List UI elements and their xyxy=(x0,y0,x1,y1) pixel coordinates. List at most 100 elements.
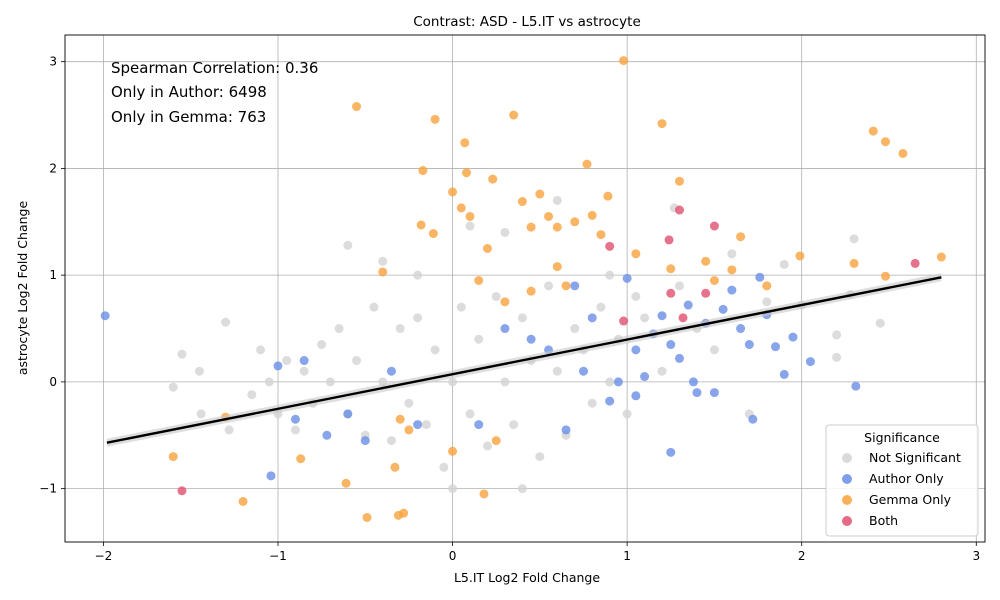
point-author-only xyxy=(526,334,536,344)
point-gemma-only xyxy=(479,489,489,499)
x-tick-label: −2 xyxy=(95,549,113,563)
x-tick-label: 1 xyxy=(623,549,631,563)
y-axis-label: astrocyte Log2 Fold Change xyxy=(15,201,30,376)
point-not-significant xyxy=(596,302,606,312)
point-author-only xyxy=(322,430,332,440)
point-gemma-only xyxy=(701,256,711,266)
point-not-significant xyxy=(587,398,597,408)
point-author-only xyxy=(744,340,754,350)
point-author-only xyxy=(613,377,623,387)
point-gemma-only xyxy=(631,249,641,259)
point-gemma-only xyxy=(416,220,426,230)
point-author-only xyxy=(748,414,758,424)
point-gemma-only xyxy=(552,262,562,272)
point-author-only xyxy=(718,304,728,314)
point-gemma-only xyxy=(709,275,719,285)
point-gemma-only xyxy=(868,126,878,136)
point-gemma-only xyxy=(448,446,458,456)
point-author-only xyxy=(474,420,484,430)
point-not-significant xyxy=(196,409,206,419)
point-not-significant xyxy=(552,366,562,376)
point-gemma-only xyxy=(535,189,545,199)
point-not-significant xyxy=(465,409,475,419)
point-author-only xyxy=(622,273,632,283)
legend-title: Significance xyxy=(864,430,940,445)
point-not-significant xyxy=(325,377,335,387)
point-not-significant xyxy=(290,425,300,435)
point-not-significant xyxy=(570,324,580,334)
point-gemma-only xyxy=(238,496,248,506)
point-gemma-only xyxy=(561,281,571,291)
point-not-significant xyxy=(640,313,650,323)
point-gemma-only xyxy=(491,436,501,446)
point-gemma-only xyxy=(880,137,890,147)
annotation-only-gemma: Only in Gemma: 763 xyxy=(111,108,266,126)
point-both xyxy=(678,313,688,323)
point-author-only xyxy=(788,332,798,342)
point-author-only xyxy=(709,388,719,398)
legend-marker-not-significant xyxy=(842,453,852,463)
x-axis-label: L5.IT Log2 Fold Change xyxy=(454,570,600,585)
point-gemma-only xyxy=(456,203,466,213)
point-gemma-only xyxy=(462,168,472,178)
point-author-only xyxy=(657,311,667,321)
y-tick-label: 2 xyxy=(49,161,57,175)
point-gemma-only xyxy=(619,56,629,66)
point-author-only xyxy=(386,366,396,376)
legend: Significance Not Significant Author Only… xyxy=(825,424,979,537)
point-not-significant xyxy=(709,345,719,355)
point-gemma-only xyxy=(603,191,613,201)
point-not-significant xyxy=(194,366,204,376)
point-author-only xyxy=(666,340,676,350)
point-both xyxy=(177,486,187,496)
point-gemma-only xyxy=(399,508,409,518)
point-not-significant xyxy=(317,340,327,350)
point-gemma-only xyxy=(482,243,492,253)
point-not-significant xyxy=(378,256,388,266)
legend-label-not-significant: Not Significant xyxy=(869,450,961,465)
point-not-significant xyxy=(849,234,859,244)
point-gemma-only xyxy=(428,229,438,239)
point-not-significant xyxy=(404,398,414,408)
point-gemma-only xyxy=(418,166,428,176)
point-author-only xyxy=(727,285,737,295)
point-gemma-only xyxy=(390,462,400,472)
x-tick-label: 3 xyxy=(972,549,980,563)
point-not-significant xyxy=(832,352,842,362)
regression-line xyxy=(106,276,942,444)
point-author-only xyxy=(683,300,693,310)
point-gemma-only xyxy=(378,267,388,277)
point-not-significant xyxy=(465,221,475,231)
point-author-only xyxy=(266,471,276,481)
point-gemma-only xyxy=(587,210,597,220)
point-gemma-only xyxy=(395,414,405,424)
point-author-only xyxy=(640,372,650,382)
point-not-significant xyxy=(413,313,423,323)
point-not-significant xyxy=(832,330,842,340)
point-not-significant xyxy=(256,345,266,355)
point-both xyxy=(605,241,615,251)
point-not-significant xyxy=(386,436,396,446)
point-not-significant xyxy=(762,297,772,307)
point-gemma-only xyxy=(448,187,458,197)
point-gemma-only xyxy=(430,114,440,124)
point-not-significant xyxy=(605,377,615,387)
plot-border xyxy=(64,34,986,543)
point-gemma-only xyxy=(509,110,519,120)
point-author-only xyxy=(779,369,789,379)
point-author-only xyxy=(413,420,423,430)
point-not-significant xyxy=(343,240,353,250)
point-author-only xyxy=(688,377,698,387)
point-author-only xyxy=(360,436,370,446)
point-gemma-only xyxy=(362,512,372,522)
point-gemma-only xyxy=(849,258,859,268)
point-not-significant xyxy=(334,324,344,334)
legend-label-both: Both xyxy=(869,513,898,528)
point-not-significant xyxy=(631,292,641,302)
point-gemma-only xyxy=(936,252,946,262)
point-not-significant xyxy=(448,377,458,387)
legend-label-gemma-only: Gemma Only xyxy=(869,492,952,507)
point-gemma-only xyxy=(795,251,805,261)
legend-label-author-only: Author Only xyxy=(869,471,944,486)
